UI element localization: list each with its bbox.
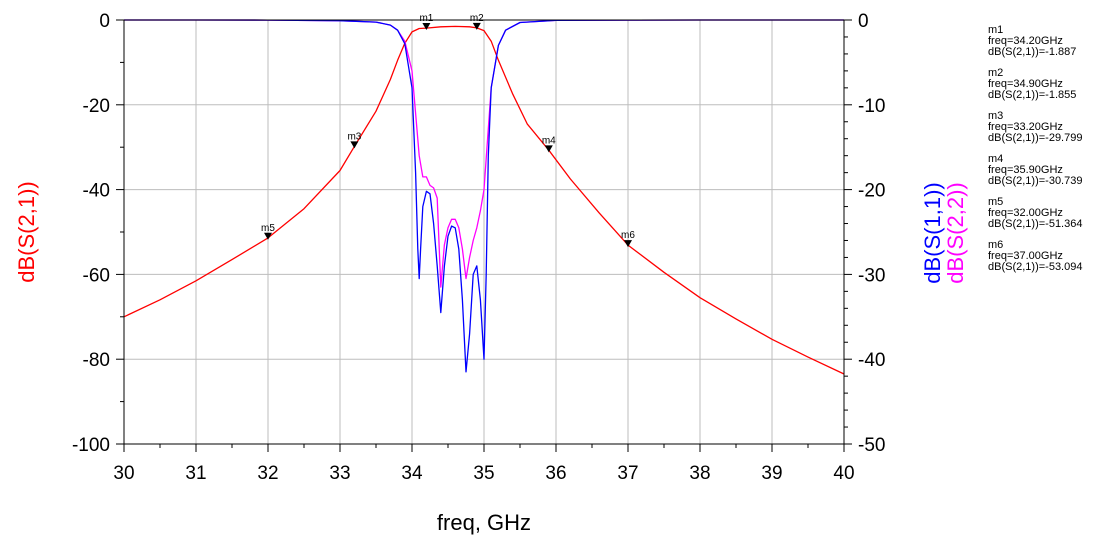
marker-m5-triangle xyxy=(264,232,272,240)
marker-readout-id: m2 xyxy=(988,67,1004,79)
marker-readout-m3: m3 freq=33.20GHz dB(S(2,1))=-29.799 xyxy=(988,111,1108,144)
left-tick-label: -40 xyxy=(83,181,110,202)
marker-m2-label: m2 xyxy=(470,13,484,24)
x-tick-label: 36 xyxy=(545,463,566,484)
series-line-db-s-1-1 xyxy=(124,19,844,373)
right-tick-label: -20 xyxy=(858,181,885,202)
left-tick-label: -80 xyxy=(83,350,110,371)
x-axis-title: freq, GHz xyxy=(437,510,531,535)
marker-m3-label: m3 xyxy=(347,131,361,142)
axes: 30 31 32 33 34 35 36 37 38 39 40 0 -20 -40 -60 -80 -100 0… xyxy=(72,11,886,484)
marker-readout-id: m4 xyxy=(988,153,1004,165)
marker-readout-freq: freq=37.00GHz xyxy=(988,250,1063,262)
x-tick-label: 33 xyxy=(329,463,350,484)
x-tick-label: 32 xyxy=(257,463,278,484)
marker-readout-id: m3 xyxy=(988,110,1004,122)
marker-layer: m1 m2 m3 m4 m5 m6 xyxy=(261,13,635,248)
marker-m1-triangle xyxy=(422,23,431,31)
marker-m3-triangle xyxy=(350,141,359,149)
marker-readout-m5: m5 freq=32.00GHz dB(S(2,1))=-51.364 xyxy=(988,197,1108,230)
x-tick-label: 30 xyxy=(113,463,134,484)
left-tick-label: -60 xyxy=(83,265,110,286)
right-tick-label: -10 xyxy=(858,96,885,117)
left-axis-title: dB(S(2,1)) xyxy=(14,181,39,283)
marker-readout-id: m1 xyxy=(988,24,1004,36)
x-tick-label: 34 xyxy=(401,463,423,484)
marker-readout-panel: m1 freq=34.20GHz dB(S(2,1))=-1.887 m2 freq=3… xyxy=(988,25,1108,283)
marker-readout-freq: freq=34.90GHz xyxy=(988,78,1063,90)
marker-m6-triangle xyxy=(624,240,632,248)
right-tick-label: -40 xyxy=(858,350,885,371)
marker-readout-value: dB(S(2,1))=-30.739 xyxy=(988,175,1083,187)
right-axis-title-s11: dB(S(1,1)) xyxy=(920,182,945,284)
marker-readout-freq: freq=32.00GHz xyxy=(988,207,1063,219)
marker-m4-triangle xyxy=(544,145,553,153)
marker-readout-value: dB(S(2,1))=-51.364 xyxy=(988,218,1083,230)
x-tick-label: 40 xyxy=(833,463,854,484)
marker-readout-m6: m6 freq=37.00GHz dB(S(2,1))=-53.094 xyxy=(988,240,1108,273)
marker-m2-triangle xyxy=(472,22,481,30)
x-tick-label: 37 xyxy=(617,463,638,484)
marker-m1-label: m1 xyxy=(419,13,433,24)
left-tick-label: -100 xyxy=(72,435,110,456)
x-tick-label: 31 xyxy=(185,463,206,484)
left-tick-label: 0 xyxy=(99,11,110,32)
marker-readout-value: dB(S(2,1))=-1.855 xyxy=(988,89,1077,101)
marker-readout-id: m6 xyxy=(988,239,1004,251)
marker-readout-value: dB(S(2,1))=-53.094 xyxy=(988,261,1083,273)
marker-m5-label: m5 xyxy=(261,223,275,234)
x-tick-label: 35 xyxy=(473,463,494,484)
marker-readout-freq: freq=35.90GHz xyxy=(988,164,1063,176)
marker-readout-freq: freq=33.20GHz xyxy=(988,121,1063,133)
right-tick-label: -30 xyxy=(858,265,885,286)
marker-m6-label: m6 xyxy=(621,230,635,241)
right-tick-label: 0 xyxy=(858,11,869,32)
marker-m4-label: m4 xyxy=(542,135,556,146)
series-line-db-s-2-1 xyxy=(123,25,845,375)
marker-readout-m1: m1 freq=34.20GHz dB(S(2,1))=-1.887 xyxy=(988,25,1108,58)
x-tick-label: 39 xyxy=(761,463,782,484)
grid xyxy=(123,19,845,445)
x-tick-label: 38 xyxy=(689,463,710,484)
marker-readout-value: dB(S(2,1))=-1.887 xyxy=(988,46,1077,58)
left-tick-label: -20 xyxy=(83,96,110,117)
marker-readout-m4: m4 freq=35.90GHz dB(S(2,1))=-30.739 xyxy=(988,154,1108,187)
right-axis-title-s22: dB(S(2,2)) xyxy=(943,182,968,284)
marker-readout-m2: m2 freq=34.90GHz dB(S(2,1))=-1.855 xyxy=(988,68,1108,101)
right-tick-label: -50 xyxy=(858,435,885,456)
right-axis-titles: dB(S(2,2)) dB(S(1,1)) xyxy=(912,165,982,305)
marker-readout-freq: freq=34.20GHz xyxy=(988,35,1063,47)
marker-readout-value: dB(S(2,1))=-29.799 xyxy=(988,132,1083,144)
series-layer xyxy=(123,19,845,375)
marker-readout-id: m5 xyxy=(988,196,1004,208)
